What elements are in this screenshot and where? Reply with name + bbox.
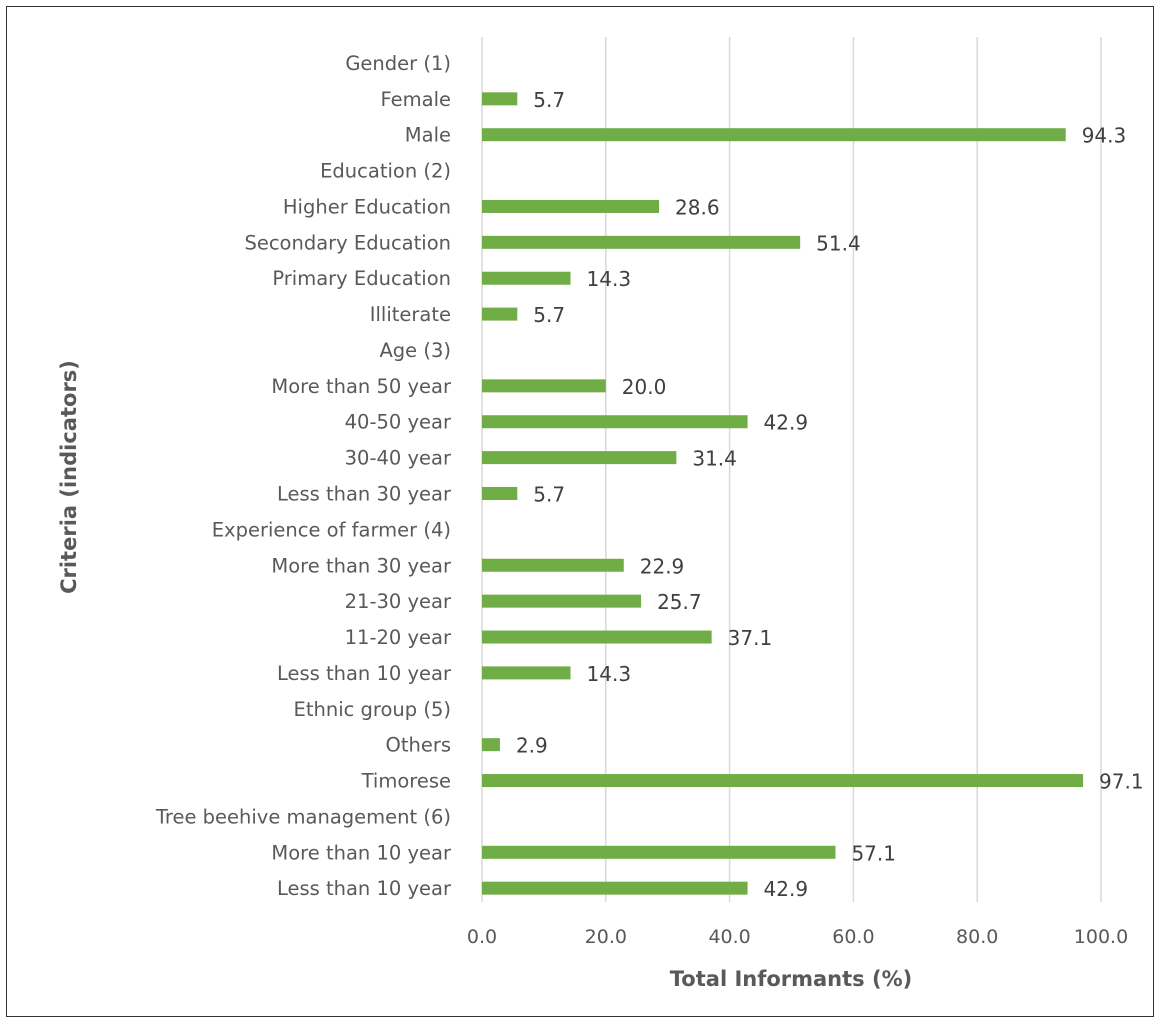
data-label: 42.9	[764, 411, 809, 435]
x-tick-label: 60.0	[832, 926, 874, 948]
category-label: Gender (1)	[345, 52, 451, 75]
gridlines	[481, 37, 1102, 902]
bar	[482, 738, 500, 752]
category-label: More than 10 year	[271, 841, 452, 864]
data-label: 51.4	[816, 231, 861, 255]
x-tick-label: 80.0	[956, 926, 998, 948]
bar	[482, 666, 571, 680]
bar	[482, 128, 1066, 142]
bar	[482, 271, 571, 285]
category-label: Ethnic group (5)	[294, 698, 451, 721]
category-label: Higher Education	[283, 195, 451, 218]
data-label: 57.1	[851, 841, 896, 865]
x-tick-label: 100.0	[1074, 926, 1128, 948]
bar	[482, 235, 801, 249]
bar	[482, 881, 748, 895]
data-label: 94.3	[1082, 124, 1127, 148]
bar	[482, 845, 836, 859]
category-label: 40-50 year	[345, 411, 452, 434]
data-label: 97.1	[1099, 770, 1144, 794]
data-label: 14.3	[587, 662, 632, 686]
data-label: 5.7	[533, 483, 565, 507]
data-label: 14.3	[587, 267, 632, 291]
chart-frame: Gender (1) Female Male Education (2) Higher …	[6, 6, 1154, 1017]
bar	[482, 307, 518, 321]
category-label: Primary Education	[272, 267, 451, 290]
bar	[482, 558, 624, 572]
category-label: 30-40 year	[345, 447, 452, 470]
data-label: 2.9	[516, 734, 548, 758]
category-label: More than 30 year	[271, 554, 452, 577]
bar	[482, 630, 712, 644]
category-label: Female	[380, 88, 451, 111]
category-label: 11-20 year	[345, 626, 452, 649]
category-label: Less than 30 year	[277, 483, 452, 506]
bar	[482, 487, 518, 500]
data-label: 20.0	[622, 375, 667, 399]
data-label: 31.4	[692, 447, 737, 471]
category-label: Timorese	[361, 770, 451, 793]
category-label: More than 50 year	[271, 375, 452, 398]
category-label: Others	[385, 734, 451, 757]
data-label: 22.9	[640, 554, 685, 578]
x-tick-label: 40.0	[708, 926, 750, 948]
bar	[482, 199, 660, 213]
x-axis-title: Total Informants (%)	[670, 967, 912, 991]
category-label: Age (3)	[379, 339, 451, 362]
category-label: Less than 10 year	[277, 877, 452, 900]
category-label: Experience of farmer (4)	[212, 518, 451, 541]
category-label: Male	[405, 124, 451, 147]
data-label: 42.9	[764, 877, 809, 901]
category-labels: Gender (1) Female Male Education (2) Higher …	[155, 52, 452, 900]
category-label: Education (2)	[320, 160, 451, 183]
x-tick-label: 0.0	[467, 926, 497, 948]
category-label: Tree beehive management (6)	[155, 805, 451, 828]
data-labels: 5.7 94.3 28.6 51.4 14.3 5.7 20.0 42.9 31.4 5.7 22.…	[516, 88, 1144, 901]
category-label: Less than 10 year	[277, 662, 452, 685]
category-label: 21-30 year	[345, 590, 452, 613]
bar	[482, 415, 748, 429]
category-label: Secondary Education	[244, 231, 451, 254]
data-label: 5.7	[533, 303, 565, 327]
bar	[482, 451, 677, 465]
data-label: 5.7	[533, 88, 565, 112]
x-tick-label: 20.0	[585, 926, 627, 948]
y-axis-title: Criteria (indicators)	[57, 360, 81, 594]
bars	[482, 92, 1084, 895]
data-label: 25.7	[657, 590, 702, 614]
bar	[482, 379, 606, 393]
data-label: 28.6	[675, 195, 720, 219]
category-label: Illiterate	[370, 303, 451, 326]
bar	[482, 774, 1084, 788]
bar	[482, 92, 518, 106]
bar-chart: Gender (1) Female Male Education (2) Higher …	[57, 37, 1144, 991]
bar	[482, 594, 642, 608]
data-label: 37.1	[728, 626, 773, 650]
